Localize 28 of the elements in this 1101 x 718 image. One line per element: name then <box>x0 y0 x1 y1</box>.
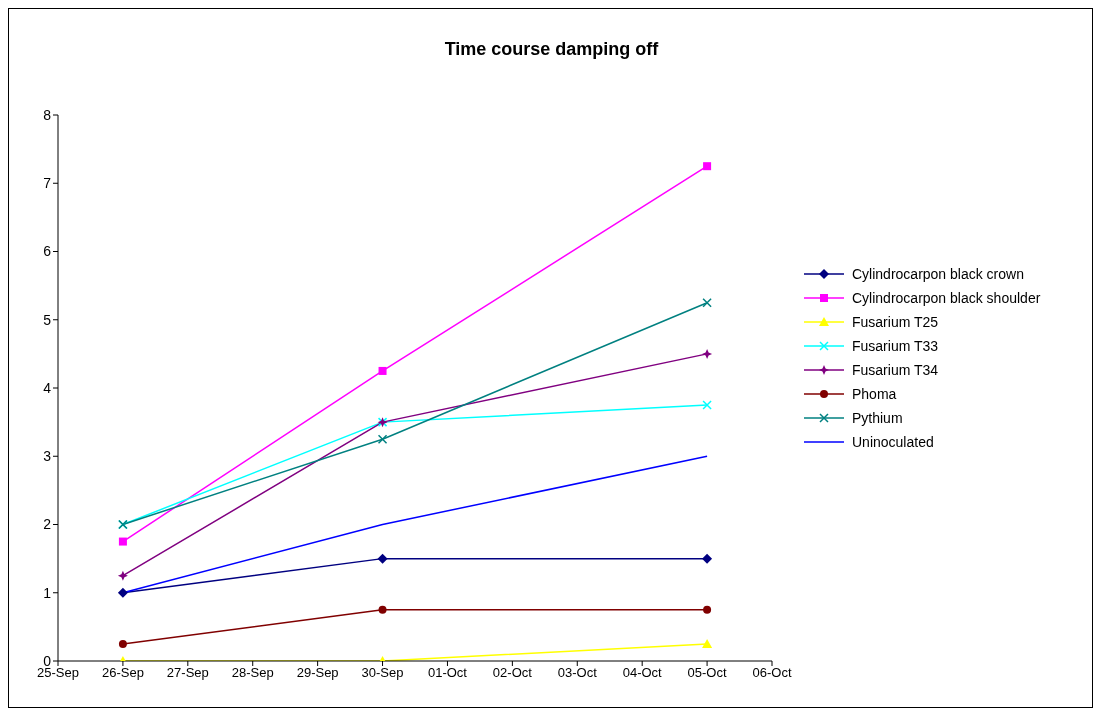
y-tick-label: 1 <box>43 584 52 601</box>
y-tick-label: 6 <box>43 243 52 260</box>
legend-label: Uninoculated <box>852 434 934 450</box>
y-tick-label: 2 <box>43 516 52 533</box>
legend-label: Pythium <box>852 410 903 426</box>
chart-title: Time course damping off <box>443 39 660 60</box>
x-tick-label: 01-Oct <box>427 665 468 681</box>
y-tick-label: 8 <box>43 106 52 123</box>
y-tick-label: 5 <box>43 311 52 328</box>
y-tick-label: 7 <box>43 175 52 192</box>
legend-label: Fusarium T25 <box>852 314 939 330</box>
x-tick-label: 28-Sep <box>231 665 274 681</box>
legend-label: Fusarium T33 <box>852 338 939 354</box>
x-tick-label: 30-Sep <box>361 665 404 681</box>
x-tick-label: 26-Sep <box>101 665 144 681</box>
legend-label: Phoma <box>852 386 897 402</box>
x-tick-label: 03-Oct <box>557 665 598 681</box>
x-tick-label: 06-Oct <box>752 665 792 681</box>
x-tick-label: 29-Sep <box>296 665 339 681</box>
x-tick-label: 04-Oct <box>622 665 663 681</box>
y-tick-label: 4 <box>43 379 52 396</box>
x-tick-label: 27-Sep <box>166 665 209 681</box>
legend-label: Cylindrocarpon black crown <box>852 266 1024 282</box>
y-tick-label: 3 <box>43 448 52 465</box>
legend-label: Cylindrocarpon black shoulder <box>852 290 1041 306</box>
x-tick-label: 02-Oct <box>492 665 533 681</box>
x-tick-label: 05-Oct <box>687 665 727 681</box>
legend-label: Fusarium T34 <box>852 362 939 378</box>
